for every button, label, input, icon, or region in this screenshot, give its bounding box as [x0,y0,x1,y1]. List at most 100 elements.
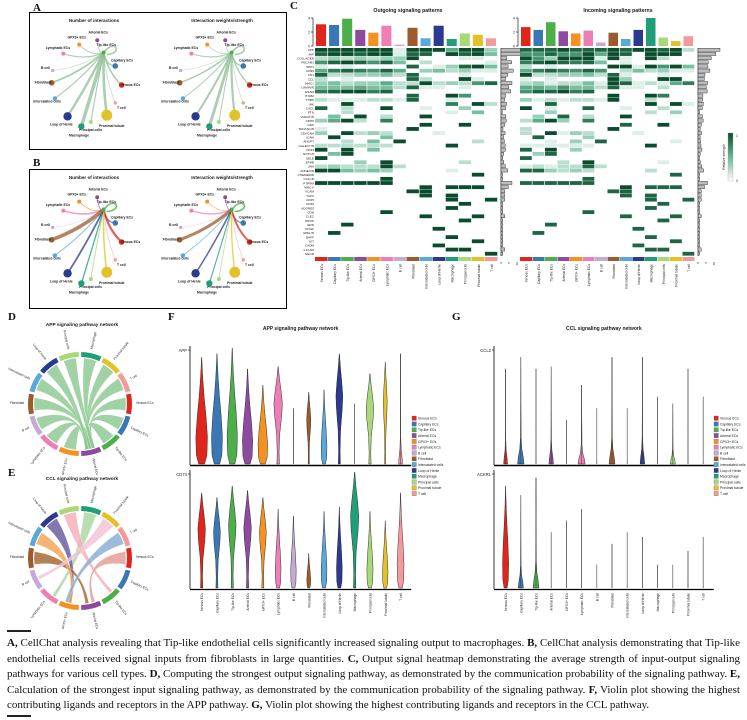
heatmap-cell [406,168,419,173]
chord-arc [58,600,79,610]
pathway-strength-bar [500,97,506,102]
violin-x-label: Loop of Henle [641,593,645,614]
heatmap-cell [532,48,545,52]
heatmap-cell [545,247,557,252]
heatmap-cell [557,197,570,202]
network-node-label: Lymphatic ECs [46,46,70,50]
heatmap-cell [406,210,419,215]
column-color-band [532,257,545,261]
heatmap-cell [471,226,485,231]
heatmap-cell [632,127,645,131]
heatmap-cell [532,143,545,148]
heatmap-cell [445,164,459,169]
heatmap-cell [380,97,393,102]
heatmap-cell [484,143,498,148]
chord-label: Capillary ECs [130,580,149,592]
heatmap-cell [595,60,607,65]
column-label: Loop of Henle [637,264,641,285]
heatmap-cell [532,64,545,69]
pathway-strength-bar [697,48,721,52]
chord-arc [29,372,43,393]
pathway-strength-bar [697,231,700,235]
heatmap-cell [657,56,670,61]
violin-x-label: Capillary ECs [519,593,523,613]
heatmap-cell [458,81,472,86]
heatmap-cell [620,226,632,231]
heatmap-cell [484,48,498,52]
heatmap-cell [570,143,582,148]
heatmap-cell [595,97,607,102]
top-bar [546,22,556,46]
pathway-row-label: ADGRE5 [301,206,314,210]
heatmap-cell [484,176,498,181]
heatmap-cell [620,77,632,81]
heatmap-cell [620,93,632,98]
heatmap-cell [557,131,570,135]
network-node-label: Venous ECs [121,83,141,87]
heatmap-cell [354,135,367,140]
heatmap-cell [632,48,645,52]
heatmap-cell [458,110,472,115]
network-node-label: Proximal tubule [99,124,125,128]
chord-arc [28,393,34,415]
heatmap-cell [341,218,354,223]
pathway-strength-bar [697,201,700,206]
network-node [52,253,58,258]
heatmap-cell [445,135,459,140]
heatmap-cell [406,143,419,148]
pathway-strength-bar [697,93,704,98]
heatmap-cell [545,64,557,69]
network-node [118,239,125,245]
heatmap-cell [341,172,354,177]
heatmap-cell [471,243,485,248]
heatmap-cell [645,85,657,90]
heatmap-cell [354,93,367,98]
heatmap-cell [607,156,620,160]
caption-text: CellChat analysis revealing that Tip-lik… [17,637,528,649]
heatmap-cell [419,247,432,252]
violin-x-label: Principal cells [368,593,372,614]
heatmap-cell [406,156,419,160]
legend-label: Fibroblast [720,457,735,461]
network-node-label: Capillary ECs [111,216,133,220]
heatmap-cell [419,185,432,190]
heatmap-cell [632,131,645,135]
heatmap-cell [595,231,607,235]
heatmap-cell [570,197,582,202]
heatmap-cell [645,189,657,194]
heatmap-cell [520,239,532,244]
violin-panel: APP signaling pathway networkAPPCD74Veno… [176,326,443,618]
heatmap-cell [315,160,328,165]
network-node [216,119,221,124]
top-bar [596,42,606,46]
violin [365,373,374,465]
heatmap-cell [471,156,485,160]
heatmap-cell [354,85,367,90]
network-node [240,220,247,226]
column-color-band [315,257,328,261]
heatmap-cell [607,197,620,202]
heatmap-cell [419,251,432,256]
heatmap-cell [595,247,607,252]
pathway-row-label: VCAM [305,190,314,194]
heatmap-cell [471,118,485,123]
network-node [95,195,100,200]
heatmap-cell [670,93,682,98]
heatmap-cell [393,247,406,252]
heatmap-cell [595,243,607,248]
heatmap-cell [315,226,328,231]
violin [197,492,206,589]
heatmap-cell [620,135,632,140]
heatmap-cell [419,139,432,144]
heatmap-cell [670,102,682,106]
heatmap-cell [532,52,545,56]
chord-arc [40,511,59,528]
violin [320,511,328,589]
heatmap-cell [670,231,682,235]
heatmap-cell [458,222,472,227]
heatmap-cell [595,168,607,173]
heatmap-cell [520,77,532,81]
heatmap-cell [419,210,432,215]
heatmap-cell [520,251,532,256]
chord-label: Lymphatic ECs [29,600,46,619]
